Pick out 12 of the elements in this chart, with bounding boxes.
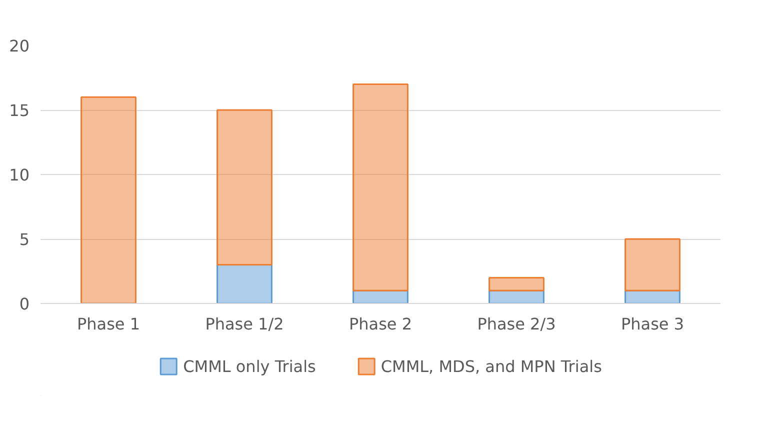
x-tick-label: Phase 2/3 <box>477 314 556 334</box>
y-tick-label: 0 <box>19 294 30 314</box>
y-tick-label: 5 <box>19 230 30 249</box>
x-tick-label: Phase 1 <box>76 314 140 334</box>
legend-label: CMML, MDS, and MPN Trials <box>380 356 602 376</box>
x-tick-label: Phase 3 <box>620 314 684 334</box>
y-tick-label: 15 <box>9 101 30 120</box>
y-tick-label: 10 <box>9 166 30 184</box>
y-tick-label: 20 <box>9 36 30 56</box>
x-tick-label: Phase 1/2 <box>205 314 284 334</box>
x-tick-label: Phase 2 <box>348 314 412 334</box>
legend-label: CMML only Trials <box>183 356 316 376</box>
